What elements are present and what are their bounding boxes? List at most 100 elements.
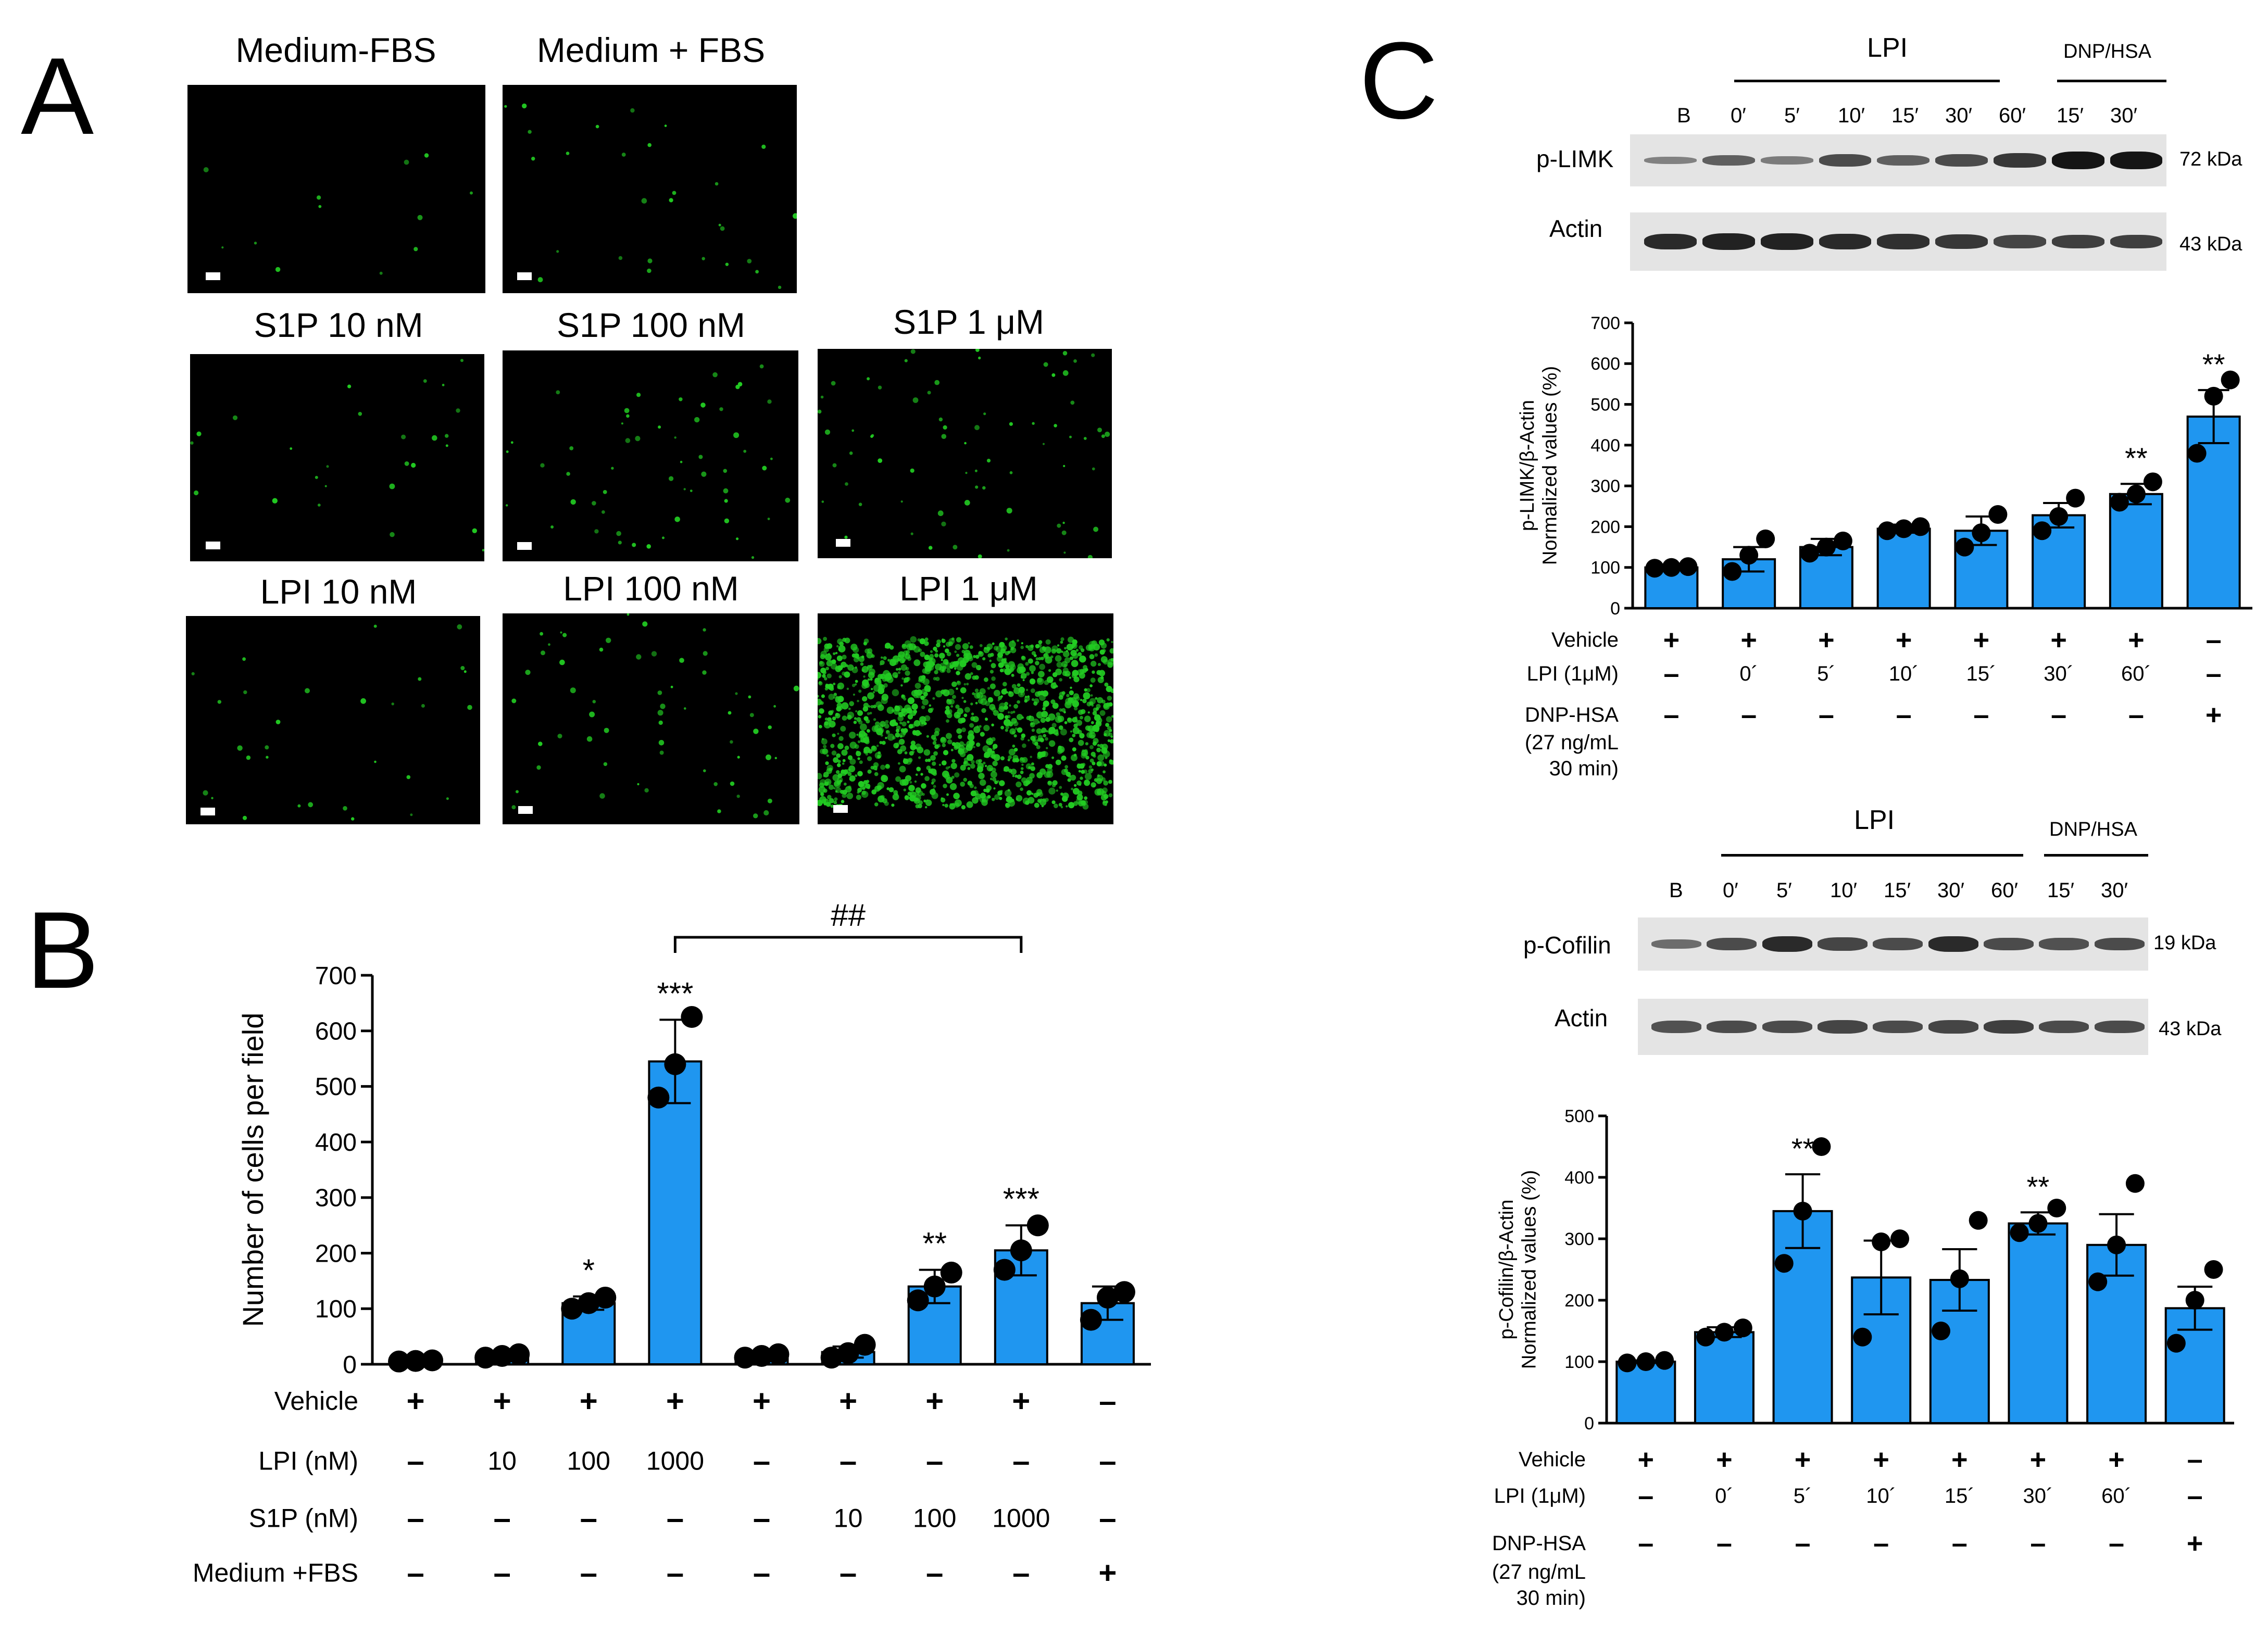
y-tick-label: 500: [1590, 395, 1620, 414]
blot-top-dnp-label: DNP/HSA: [2063, 41, 2151, 62]
data-point: [508, 1343, 530, 1365]
blot-band: [1651, 939, 1701, 949]
y-tick-label: 700: [1590, 313, 1620, 333]
micrograph-lpi-1um: [818, 613, 1113, 824]
condition-value: –: [1012, 1443, 1030, 1478]
condition-value: –: [1099, 1501, 1116, 1536]
data-point: [561, 1298, 583, 1320]
y-tick-label: 0: [1610, 599, 1620, 619]
y-tick-label: 300: [1564, 1229, 1594, 1249]
condition-row-label: (27 ng/mL: [1525, 731, 1619, 754]
condition-value: +: [1795, 1444, 1811, 1475]
data-point: [993, 1259, 1016, 1281]
data-point: [1931, 1322, 1950, 1340]
y-axis-label: Number of cells per field: [236, 1013, 269, 1327]
significance-label: *: [583, 1253, 595, 1288]
data-point: [1714, 1323, 1734, 1342]
data-point: [837, 1342, 859, 1364]
condition-value: +: [1716, 1444, 1733, 1475]
blot-top-lpi-label: LPI: [1867, 33, 1908, 63]
data-point: [491, 1344, 513, 1367]
data-point: [820, 1347, 843, 1369]
micro-title-medium-minus-fbs: Medium-FBS: [235, 31, 436, 69]
condition-value: –: [493, 1501, 510, 1536]
condition-value: +: [1896, 624, 1912, 656]
micrograph-s1p-10nm: [190, 354, 484, 561]
data-point: [647, 1086, 670, 1109]
comparison-label: ##: [831, 898, 866, 933]
y-tick-label: 0: [1584, 1414, 1594, 1434]
condition-value: 10´: [1866, 1485, 1896, 1507]
condition-row-label: (27 ng/mL: [1492, 1561, 1586, 1583]
blot-band: [1984, 937, 2034, 951]
data-point: [1800, 544, 1819, 563]
y-tick-label: 200: [1564, 1291, 1594, 1311]
fluorescent-cells: [818, 636, 1113, 810]
condition-value: +: [2108, 1444, 2125, 1475]
blot-band: [1644, 156, 1697, 165]
condition-value: 0´: [1739, 662, 1758, 685]
data-point: [1618, 1353, 1637, 1373]
y-axis-label: p-LIMK/β-Actin: [1517, 400, 1538, 531]
scale-bar: [206, 542, 220, 549]
condition-value: –: [1099, 1384, 1116, 1418]
condition-value: –: [839, 1443, 857, 1478]
data-point: [2110, 493, 2129, 512]
data-point: [421, 1349, 444, 1372]
y-tick-label: 400: [315, 1129, 357, 1157]
condition-value: 5´: [1817, 662, 1836, 685]
blot-band: [1760, 156, 1813, 165]
data-point: [664, 1053, 686, 1075]
data-point: [2204, 1260, 2223, 1279]
condition-value: +: [2206, 699, 2222, 731]
condition-value: –: [1638, 1480, 1653, 1512]
blot-lane-label: 5′: [1776, 879, 1792, 902]
condition-value: –: [2109, 1528, 2124, 1559]
condition-row-label: Vehicle: [274, 1387, 358, 1416]
bar: [648, 1060, 703, 1365]
data-point: [1872, 1232, 1891, 1251]
condition-value: –: [2206, 624, 2222, 656]
blot-band: [2039, 1020, 2089, 1034]
blot-lane-label: B: [1669, 879, 1683, 902]
condition-value: –: [1099, 1443, 1116, 1478]
significance-label: **: [2125, 442, 2148, 474]
condition-value: –: [2030, 1528, 2046, 1559]
condition-value: –: [753, 1443, 770, 1478]
data-point: [1894, 519, 1913, 538]
significance-label: **: [2027, 1170, 2050, 1203]
data-point: [1911, 517, 1930, 536]
condition-value: 1000: [646, 1447, 704, 1476]
fluorescent-cells: [203, 153, 473, 275]
blot-lane-label: 30′: [1937, 879, 1964, 902]
condition-value: –: [1663, 658, 1679, 689]
blot-band: [1928, 1020, 1978, 1034]
data-point: [1756, 529, 1775, 548]
data-point: [940, 1261, 962, 1284]
blot-lane-label: 5′: [1784, 104, 1800, 127]
data-point: [2033, 521, 2052, 541]
data-point: [2204, 386, 2223, 406]
blot-bottom-row1-kda: 19 kDa: [2153, 932, 2216, 954]
blot-bottom-actin-strip: [1638, 999, 2148, 1055]
condition-value: –: [1973, 699, 1989, 731]
y-tick-label: 300: [1590, 476, 1620, 496]
micro-title-s1p-10nm: S1P 10 nM: [254, 306, 423, 344]
blot-bottom-lpi-label: LPI: [1854, 805, 1895, 835]
y-tick-label: 100: [1564, 1352, 1594, 1372]
condition-row-label: S1P (nM): [249, 1504, 358, 1533]
condition-value: –: [2187, 1480, 2203, 1512]
condition-value: –: [1741, 699, 1757, 731]
data-point: [1636, 1352, 1656, 1371]
scale-bar: [833, 805, 848, 813]
data-point: [405, 1350, 427, 1372]
bar: [2008, 1222, 2069, 1424]
y-axis-label: Normalized values (%): [1539, 366, 1561, 565]
blot-bottom-lpi-line: [1721, 854, 2023, 857]
condition-row-label: LPI (1μM): [1527, 662, 1619, 685]
condition-value: –: [1873, 1528, 1889, 1559]
condition-value: 30´: [2044, 662, 2074, 685]
condition-value: –: [1716, 1528, 1732, 1559]
condition-value: 1000: [992, 1504, 1050, 1533]
blot-lane-label: B: [1677, 104, 1691, 127]
